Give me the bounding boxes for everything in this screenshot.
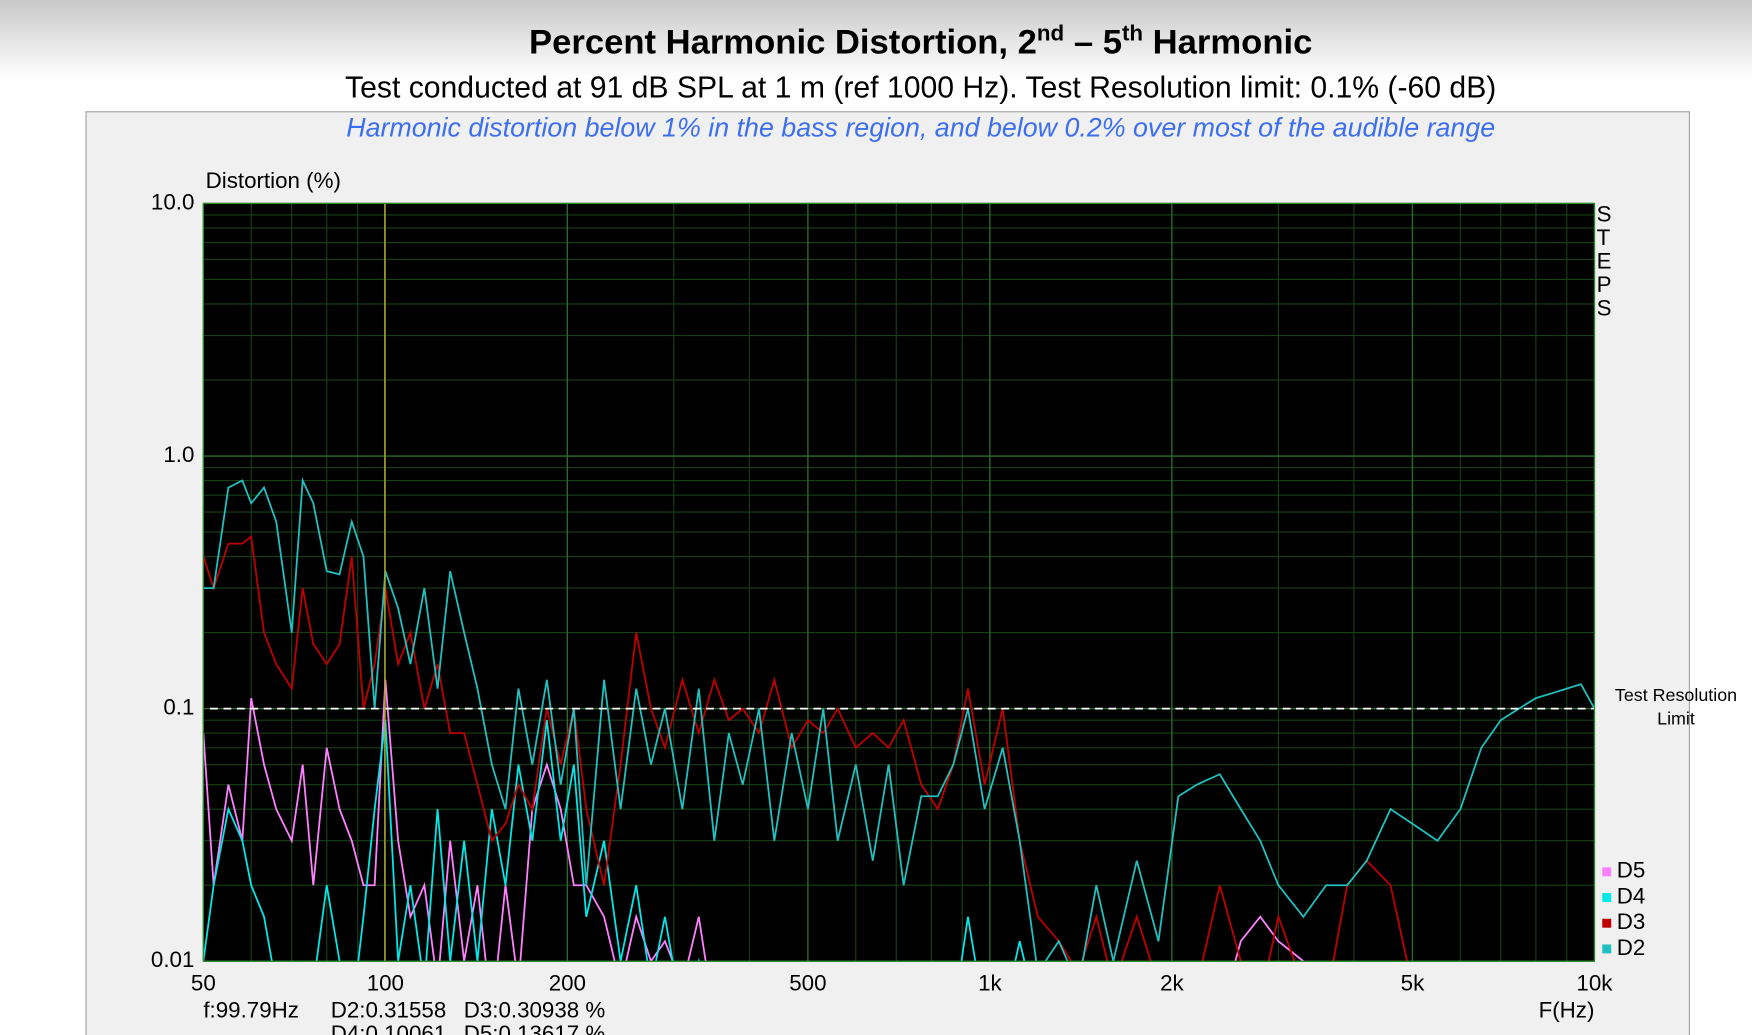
cursor-readout: f:99.79Hz xyxy=(203,997,299,1022)
legend-label: D2 xyxy=(1617,935,1646,960)
y-tick-label: 10.0 xyxy=(151,189,194,214)
side-label-letter: S xyxy=(1597,296,1612,321)
legend-label: D4 xyxy=(1617,883,1646,908)
overlay: Test Resolution Limit xyxy=(210,203,1737,962)
cursor-readout: D5:0.13617 % xyxy=(464,1021,606,1035)
legend-swatch xyxy=(1602,944,1612,954)
title-part: Harmonic xyxy=(1143,24,1312,62)
side-label-letter: E xyxy=(1597,249,1612,274)
series-line xyxy=(203,720,1026,962)
title-sup: th xyxy=(1122,21,1143,46)
title-sup: nd xyxy=(1037,21,1064,46)
legend-swatch xyxy=(1602,867,1612,877)
legend-swatch xyxy=(1602,918,1612,928)
side-label-letter: T xyxy=(1597,225,1611,250)
legend-swatch xyxy=(1602,893,1612,902)
x-tick-label: 500 xyxy=(789,971,826,996)
grid xyxy=(202,202,1596,962)
side-label-letter: P xyxy=(1597,272,1612,297)
chart-title: Percent Harmonic Distortion, 2nd – 5th H… xyxy=(529,21,1312,62)
x-tick-label: 200 xyxy=(549,971,586,996)
title-part: – 5 xyxy=(1064,24,1122,62)
y-tick-label: 1.0 xyxy=(163,442,194,467)
annotation: Harmonic distortion below 1% in the bass… xyxy=(346,113,1495,143)
cursor-readout: D3:0.30938 % xyxy=(464,997,606,1022)
y-tick-label: 0.1 xyxy=(163,695,194,720)
subtitle: Test conducted at 91 dB SPL at 1 m (ref … xyxy=(345,71,1496,104)
series-line xyxy=(203,477,1595,962)
cursor-readout: D2:0.31558 xyxy=(331,997,447,1022)
x-tick-label: 10k xyxy=(1576,971,1613,996)
y-axis-label: Distortion (%) xyxy=(206,168,341,193)
header-band xyxy=(0,0,1752,79)
x-axis-label: F(Hz) xyxy=(1539,997,1595,1022)
y-tick-label: 0.01 xyxy=(151,947,194,972)
side-label-letter: S xyxy=(1597,202,1612,227)
x-tick-label: 1k xyxy=(978,971,1002,996)
legend-label: D5 xyxy=(1617,858,1646,883)
x-tick-label: 5k xyxy=(1401,971,1425,996)
plot-border xyxy=(202,202,1596,962)
x-tick-label: 50 xyxy=(191,971,216,996)
reference-label: Test Resolution xyxy=(1615,685,1737,705)
legend-label: D3 xyxy=(1617,909,1646,934)
series-line xyxy=(203,534,1409,962)
title-part: Percent Harmonic Distortion, 2 xyxy=(529,24,1037,62)
x-tick-label: 2k xyxy=(1160,971,1184,996)
series-line xyxy=(203,679,1305,962)
x-tick-label: 100 xyxy=(367,971,404,996)
reference-label: Limit xyxy=(1657,709,1695,729)
cursor-readout: D4:0.10061 xyxy=(331,1021,447,1035)
series-group xyxy=(203,477,1595,962)
